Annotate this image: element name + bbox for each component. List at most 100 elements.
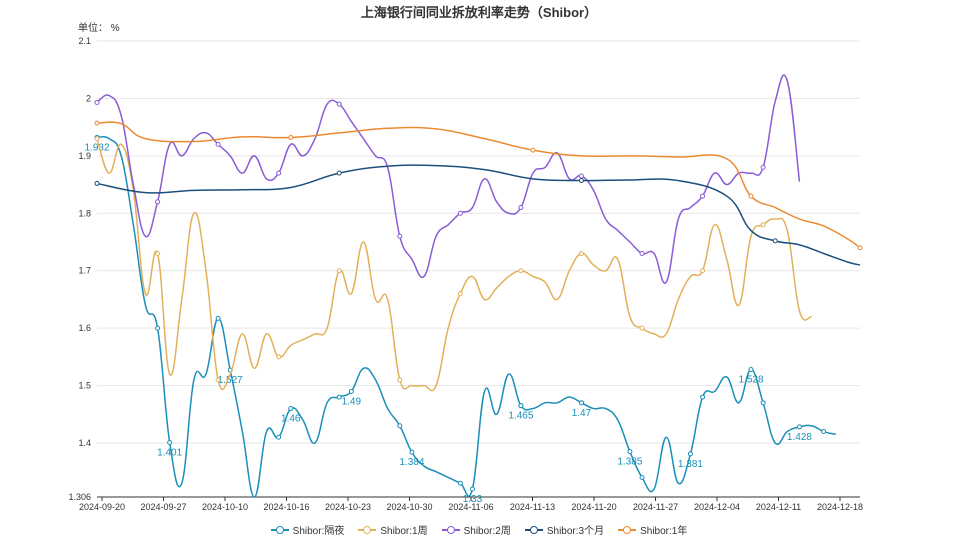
x-tick-label: 2024-11-06 bbox=[448, 502, 493, 512]
data-label: 1.528 bbox=[738, 375, 763, 386]
series-point bbox=[336, 170, 342, 176]
series-point bbox=[94, 180, 100, 186]
data-label: 1.385 bbox=[617, 457, 642, 468]
series-point bbox=[518, 205, 524, 211]
data-label: 1.401 bbox=[157, 447, 182, 458]
series-point bbox=[336, 394, 342, 400]
x-tick-label: 2024-12-11 bbox=[756, 502, 801, 512]
legend: Shibor:隔夜 Shibor:1周 Shibor:2周 Shibor:3个月 Shi… bbox=[0, 522, 958, 537]
y-tick-label: 1.5 bbox=[78, 381, 91, 391]
y-tick-label: 1.6 bbox=[78, 323, 91, 333]
x-tick-label: 2024-12-04 bbox=[694, 502, 740, 512]
y-tick-label: 1.9 bbox=[78, 151, 91, 161]
data-label: 1.33 bbox=[463, 494, 483, 505]
x-tick-label: 2024-09-20 bbox=[79, 502, 125, 512]
data-label: 1.46 bbox=[281, 414, 301, 425]
series-point bbox=[530, 147, 536, 153]
series-point bbox=[276, 434, 282, 440]
series-point bbox=[276, 170, 282, 176]
series-point bbox=[639, 325, 645, 331]
data-label: 1.932 bbox=[84, 142, 109, 153]
data-label: 1.527 bbox=[218, 375, 243, 386]
series-point bbox=[155, 325, 161, 331]
series-point bbox=[167, 439, 173, 445]
legend-swatch bbox=[358, 525, 377, 535]
series-point bbox=[348, 388, 354, 394]
series-point bbox=[155, 199, 161, 205]
legend-label: Shibor:1年 bbox=[640, 526, 688, 537]
x-tick-label: 2024-12-18 bbox=[817, 502, 863, 512]
series-point bbox=[700, 193, 706, 199]
series-point bbox=[518, 403, 524, 409]
series-point bbox=[578, 178, 584, 184]
series-point bbox=[276, 354, 282, 360]
x-tick-label: 2024-11-13 bbox=[510, 502, 555, 512]
series-line-3 bbox=[96, 164, 861, 266]
series-point bbox=[748, 367, 754, 373]
series-point bbox=[409, 449, 415, 455]
y-tick-label: 1.306 bbox=[68, 492, 91, 502]
series-point bbox=[94, 99, 100, 105]
y-tick-label: 2.1 bbox=[78, 36, 91, 46]
series-point bbox=[155, 250, 161, 256]
series-point bbox=[288, 406, 294, 412]
data-label: 1.49 bbox=[342, 396, 362, 407]
x-tick-label: 2024-09-27 bbox=[140, 502, 186, 512]
x-tick-label: 2024-11-27 bbox=[633, 502, 678, 512]
x-tick-label: 2024-10-30 bbox=[386, 502, 432, 512]
series-point bbox=[518, 268, 524, 274]
series-point bbox=[687, 451, 693, 457]
series-point bbox=[94, 120, 100, 126]
legend-swatch bbox=[524, 525, 543, 535]
legend-swatch bbox=[618, 525, 637, 535]
series-point bbox=[700, 394, 706, 400]
legend-swatch bbox=[441, 525, 460, 535]
data-label: 1.384 bbox=[399, 457, 424, 468]
series-point bbox=[215, 315, 221, 321]
series-point bbox=[821, 429, 827, 435]
series-point bbox=[215, 377, 221, 383]
data-label: 1.465 bbox=[508, 411, 533, 422]
legend-item[interactable]: Shibor:3个月 bbox=[524, 522, 604, 537]
series-point bbox=[215, 141, 221, 147]
series-point bbox=[336, 268, 342, 274]
y-tick-label: 1.4 bbox=[78, 438, 91, 448]
series-point bbox=[336, 101, 342, 107]
data-label: 1.47 bbox=[572, 408, 592, 419]
y-tick-label: 1.8 bbox=[78, 208, 91, 218]
data-label: 1.381 bbox=[678, 459, 703, 470]
series-point bbox=[457, 291, 463, 297]
series-point bbox=[578, 250, 584, 256]
series-point bbox=[578, 400, 584, 406]
series-point bbox=[760, 222, 766, 228]
x-tick-label: 2024-10-16 bbox=[263, 502, 309, 512]
series-point bbox=[457, 210, 463, 216]
series-point bbox=[700, 268, 706, 274]
series-point bbox=[397, 423, 403, 429]
y-tick-label: 2 bbox=[86, 93, 91, 103]
series-point bbox=[627, 449, 633, 455]
series-point bbox=[457, 480, 463, 486]
series-point bbox=[760, 400, 766, 406]
series-point bbox=[772, 238, 778, 244]
series-point bbox=[288, 134, 294, 140]
data-label: 1.428 bbox=[787, 432, 812, 443]
y-tick-label: 1.7 bbox=[78, 266, 91, 276]
series-line-1 bbox=[96, 138, 812, 392]
unit-label: 单位： % bbox=[78, 23, 120, 34]
x-tick-label: 2024-11-20 bbox=[571, 502, 616, 512]
legend-item[interactable]: Shibor:1周 bbox=[358, 522, 428, 537]
x-tick-label: 2024-10-10 bbox=[202, 502, 248, 512]
legend-item[interactable]: Shibor:隔夜 bbox=[270, 522, 345, 537]
legend-item[interactable]: Shibor:1年 bbox=[618, 522, 687, 537]
chart-title: 上海银行间同业拆放利率走势（Shibor） bbox=[360, 5, 598, 20]
series-point bbox=[639, 474, 645, 480]
x-tick-label: 2024-10-23 bbox=[325, 502, 371, 512]
series-point bbox=[469, 486, 475, 492]
series-line-4 bbox=[96, 121, 861, 249]
legend-label: Shibor:隔夜 bbox=[292, 526, 345, 537]
legend-item[interactable]: Shibor:2周 bbox=[441, 522, 511, 537]
legend-label: Shibor:2周 bbox=[463, 526, 511, 537]
series-point bbox=[578, 173, 584, 179]
